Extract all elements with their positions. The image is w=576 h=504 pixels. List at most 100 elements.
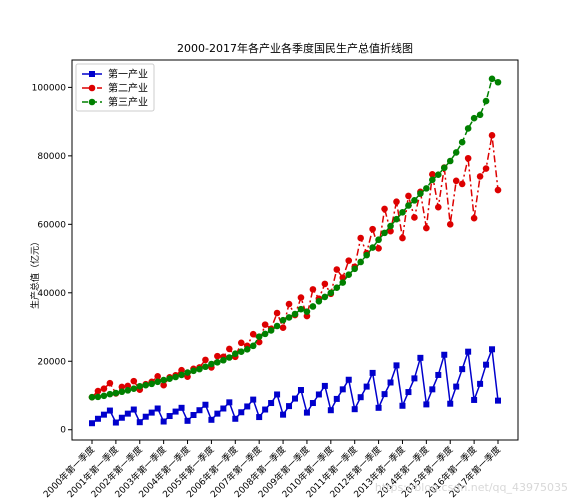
data-point <box>470 214 478 222</box>
data-point <box>381 391 388 398</box>
data-point <box>178 366 185 374</box>
data-point <box>220 405 227 412</box>
data-point <box>172 408 179 415</box>
data-point <box>106 390 114 398</box>
data-point <box>434 203 442 211</box>
series-1 <box>89 346 501 427</box>
data-point <box>226 345 233 353</box>
data-point <box>453 383 460 390</box>
data-point <box>333 266 341 273</box>
data-point <box>249 330 257 338</box>
data-point <box>292 395 298 402</box>
data-point <box>387 222 394 230</box>
data-point <box>351 265 359 273</box>
data-point <box>494 186 502 194</box>
data-point <box>464 125 472 132</box>
data-point <box>112 389 120 397</box>
y-tick-label: 80000 <box>37 152 66 162</box>
data-point <box>309 303 317 310</box>
data-point <box>470 114 478 122</box>
data-point <box>268 400 275 407</box>
data-point <box>130 385 138 392</box>
data-point <box>249 342 257 350</box>
data-point <box>118 383 126 391</box>
data-point <box>112 419 119 426</box>
data-point <box>446 221 454 228</box>
legend-label: 第一产业 <box>108 68 148 81</box>
y-axis: 0 20000 40000 60000 80000 100000 <box>32 83 72 436</box>
data-point <box>100 385 108 392</box>
data-point <box>447 400 454 407</box>
data-point <box>273 309 281 317</box>
data-point <box>297 294 305 301</box>
data-point <box>267 327 275 334</box>
series-group <box>88 75 502 427</box>
plot-area-frame <box>71 59 519 441</box>
data-point <box>399 234 406 242</box>
data-point <box>154 373 161 380</box>
data-point <box>482 97 490 105</box>
data-point <box>369 369 376 376</box>
y-tick-label: 0 <box>60 426 66 436</box>
data-point <box>202 356 209 364</box>
data-point <box>315 298 323 305</box>
data-point <box>220 356 227 364</box>
series-line <box>91 77 499 398</box>
data-point <box>321 280 329 288</box>
data-point <box>297 305 305 313</box>
data-point <box>339 279 347 286</box>
data-point <box>154 405 161 412</box>
data-point <box>464 154 472 162</box>
data-point <box>489 346 496 353</box>
data-point <box>237 348 245 355</box>
data-point <box>178 371 185 379</box>
data-point <box>297 387 304 394</box>
data-point <box>303 308 311 315</box>
y-tick-label: 40000 <box>37 289 66 299</box>
data-point <box>345 271 353 278</box>
data-point <box>226 399 233 406</box>
data-point <box>136 382 144 390</box>
data-point <box>495 397 501 404</box>
data-point <box>381 229 388 237</box>
data-point <box>226 354 233 361</box>
data-point <box>184 369 191 376</box>
data-point <box>261 321 269 328</box>
data-point <box>184 417 191 424</box>
data-point <box>243 345 251 353</box>
data-point <box>411 197 418 204</box>
data-point <box>477 380 484 387</box>
data-point <box>369 244 376 251</box>
data-point <box>458 138 466 146</box>
data-point <box>208 416 215 423</box>
data-point <box>399 402 406 409</box>
legend-marker <box>88 84 96 92</box>
data-point <box>208 360 215 368</box>
data-point <box>488 132 496 139</box>
data-point <box>124 410 131 417</box>
data-point <box>148 409 155 416</box>
data-point <box>231 350 239 358</box>
data-point <box>160 376 167 384</box>
data-point <box>333 395 340 402</box>
data-point <box>393 362 400 369</box>
data-point <box>423 185 430 192</box>
data-point <box>339 386 346 393</box>
data-point <box>214 352 221 360</box>
data-point <box>160 381 167 389</box>
data-point <box>327 407 334 414</box>
data-point <box>429 171 436 178</box>
data-point <box>458 180 466 188</box>
data-point <box>357 394 364 401</box>
data-point <box>124 387 132 394</box>
data-point <box>429 176 436 184</box>
data-point <box>357 234 364 242</box>
watermark: https://blog.csdn.net/qq_43975035 <box>374 481 568 494</box>
y-axis-label: 生产总值（亿元） <box>29 237 41 309</box>
y-tick-label: 100000 <box>32 83 67 93</box>
data-point <box>214 410 221 417</box>
data-point <box>459 366 466 373</box>
data-point <box>130 406 137 413</box>
data-point <box>285 314 293 321</box>
